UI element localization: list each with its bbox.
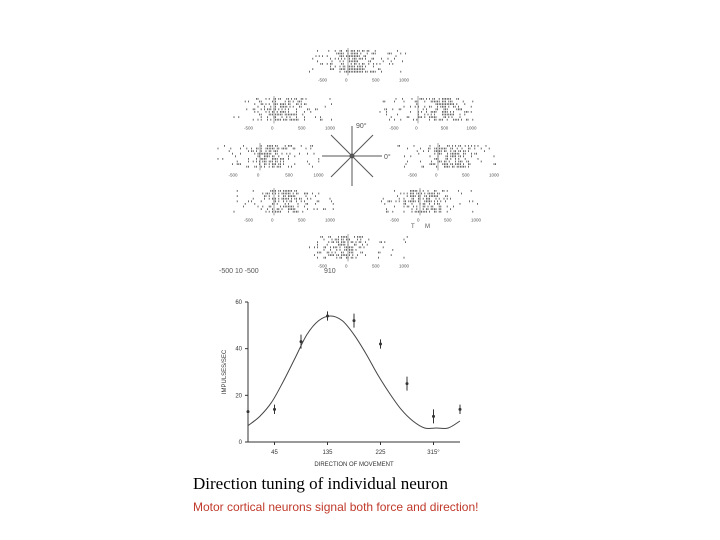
y-tick-label: 60: [235, 300, 242, 306]
y-tick-label: 0: [239, 440, 243, 446]
data-point: [432, 409, 435, 424]
x-tick-label: 315°: [427, 450, 440, 456]
caption-subtitle: Motor cortical neurons signal both force…: [193, 500, 479, 514]
raster-tick-label: -500: [318, 263, 328, 268]
raster-plot-area: -500 0 500 1000-500 0 500 1000 -500 0 500 1000-500…: [217, 48, 500, 275]
raster-tick-label: 0: [271, 217, 274, 222]
raster-panel: -500 0 500 1000: [233, 96, 336, 130]
marker-label-m: M: [425, 224, 430, 230]
raster-tick-label: 1000: [314, 172, 325, 177]
fit-curve-line: [247, 315, 461, 430]
compass-label-top: 90°: [356, 122, 367, 130]
x-tick-label: 135: [322, 450, 333, 456]
raster-tick-label: 500: [444, 217, 452, 222]
y-tick-label: 20: [235, 393, 242, 399]
data-point: [352, 313, 356, 328]
raster-bottom-label-left: -500 10 -500: [219, 268, 259, 275]
raster-tick-label: 0: [415, 125, 418, 130]
raster-panel: -500 0 500 1000: [379, 96, 477, 130]
raster-tick-label: 0: [345, 263, 348, 268]
tuning-curve-chart: 0 20 40 60 45 135 225 315° IMPULSES/SEC DIRECT…: [222, 300, 462, 468]
raster-panel: -500 0 500 1000: [381, 188, 482, 222]
data-point: [246, 407, 250, 417]
data-point: [458, 404, 462, 414]
raster-tick-label: 1000: [325, 125, 336, 130]
raster-tick-label: 500: [285, 172, 293, 177]
raster-panel: -500 0 500 1000: [233, 188, 336, 222]
raster-tick-label: 0: [257, 172, 260, 177]
raster-tick-label: 500: [462, 172, 470, 177]
raster-tick-label: 1000: [399, 77, 410, 82]
y-tick-label: 40: [235, 347, 242, 353]
data-point: [379, 339, 382, 349]
raster-tick-label: -500: [318, 77, 328, 82]
raster-tick-label: 0: [435, 172, 438, 177]
compass-label-right: 0°: [384, 153, 391, 161]
marker-label-t: T: [411, 224, 415, 230]
raster-panel: -500 0 500 1000: [217, 143, 325, 177]
raster-panel: -500 0 500 1000: [309, 48, 410, 82]
data-point: [326, 311, 329, 321]
raster-tick-label: -500: [244, 125, 254, 130]
raster-tick-label: -500: [229, 172, 239, 177]
raster-tick-label: 1000: [471, 217, 482, 222]
raster-panel: -500 0 500 1000: [397, 143, 500, 177]
raster-tick-label: 500: [298, 217, 306, 222]
x-tick-label: 225: [375, 450, 386, 456]
raster-tick-label: -500: [390, 217, 400, 222]
raster-tick-label: 500: [372, 77, 380, 82]
data-point: [299, 334, 303, 349]
raster-tick-label: 1000: [325, 217, 336, 222]
raster-tick-label: 0: [271, 125, 274, 130]
raster-tick-label: 1000: [399, 263, 410, 268]
raster-tick-label: 1000: [466, 125, 477, 130]
raster-tick-label: 1000: [489, 172, 500, 177]
raster-panel: -500 0 500 1000: [309, 234, 410, 268]
raster-tick-label: 0: [417, 217, 420, 222]
data-point: [273, 404, 276, 414]
raster-tick-label: -500: [408, 172, 418, 177]
direction-compass: [322, 126, 382, 186]
raster-tick-label: -500: [244, 217, 254, 222]
raster-tick-label: -500: [390, 125, 400, 130]
x-axis-label: DIRECTION OF MOVEMENT: [314, 462, 394, 468]
y-axis-label: IMPULSES/SEC: [222, 349, 228, 394]
raster-tick-label: 0: [345, 77, 348, 82]
caption-title: Direction tuning of individual neuron: [193, 474, 448, 493]
data-point: [405, 376, 409, 391]
raster-tick-label: 500: [298, 125, 306, 130]
raster-tick-label: 500: [372, 263, 380, 268]
raster-bottom-label-right: 910: [324, 268, 336, 275]
raster-tick-label: 500: [441, 125, 449, 130]
x-tick-label: 45: [271, 450, 278, 456]
